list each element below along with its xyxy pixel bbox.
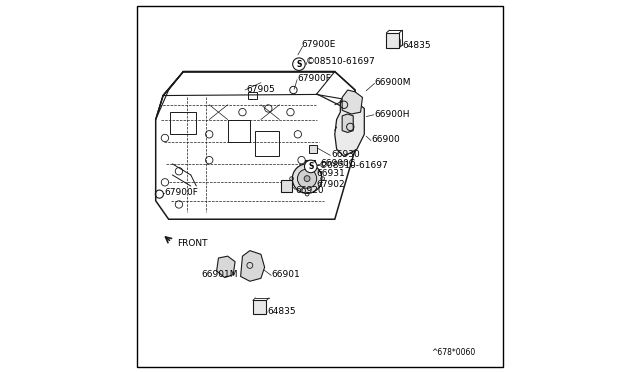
Polygon shape	[241, 251, 264, 281]
Polygon shape	[253, 301, 266, 314]
Polygon shape	[216, 256, 235, 278]
FancyBboxPatch shape	[309, 145, 317, 153]
Circle shape	[304, 176, 310, 182]
Text: 64835: 64835	[268, 307, 296, 316]
Text: 66900C: 66900C	[320, 159, 355, 169]
Text: 67905: 67905	[246, 85, 275, 94]
Text: 66900: 66900	[371, 135, 400, 144]
Text: 66901M: 66901M	[202, 270, 238, 279]
Polygon shape	[156, 71, 184, 119]
Text: 67900F: 67900F	[297, 74, 331, 83]
Text: 67900F: 67900F	[164, 188, 198, 197]
Text: S: S	[308, 162, 314, 171]
FancyBboxPatch shape	[281, 180, 292, 192]
Text: ^678*0060: ^678*0060	[431, 347, 475, 357]
Polygon shape	[335, 94, 364, 157]
Text: S: S	[296, 60, 301, 69]
Circle shape	[305, 160, 317, 173]
Text: 64835: 64835	[403, 41, 431, 50]
Circle shape	[292, 58, 305, 70]
Text: 67900E: 67900E	[301, 41, 336, 49]
Text: ©08510-61697: ©08510-61697	[306, 57, 376, 66]
Text: 66900M: 66900M	[374, 78, 411, 87]
Text: 67902: 67902	[316, 180, 345, 189]
Polygon shape	[387, 33, 399, 48]
Polygon shape	[342, 90, 362, 114]
Text: 66930: 66930	[331, 150, 360, 159]
Text: 66931: 66931	[316, 169, 345, 177]
Text: 66901: 66901	[271, 270, 300, 279]
Polygon shape	[342, 114, 353, 132]
Circle shape	[298, 169, 317, 188]
Circle shape	[292, 164, 322, 193]
FancyBboxPatch shape	[305, 160, 315, 169]
Text: 66920: 66920	[295, 186, 323, 195]
Text: 66900H: 66900H	[374, 109, 410, 119]
Text: ©08510-61697: ©08510-61697	[319, 161, 388, 170]
Text: FRONT: FRONT	[177, 239, 207, 248]
